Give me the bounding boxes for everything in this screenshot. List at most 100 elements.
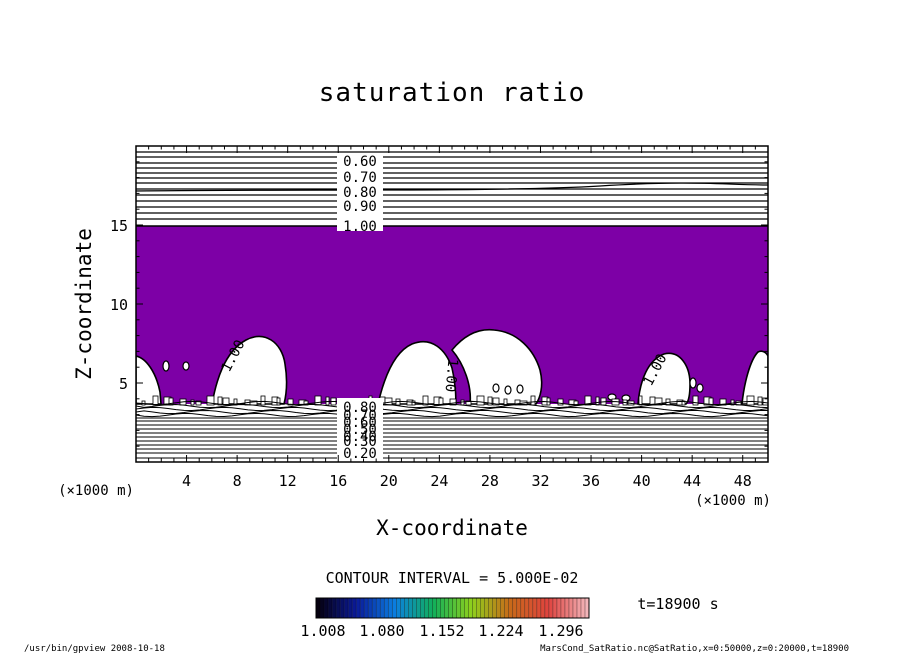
cloud-fragment (276, 397, 281, 406)
x-tick-label: 24 (430, 472, 448, 490)
cloud-blob (162, 360, 170, 372)
contour-label-box-upper (337, 153, 383, 231)
cloud-fragment (195, 400, 202, 406)
contour-label: 0.80 (343, 400, 377, 416)
colorbar-cell (492, 598, 497, 618)
x-tick-label: 48 (734, 472, 752, 490)
colorbar-cell (568, 598, 573, 618)
contour-label: 1.00 (343, 219, 377, 235)
y-tick-label: 15 (110, 217, 128, 235)
colorbar-cell (500, 598, 505, 618)
contour-label: 0.20 (343, 446, 377, 462)
x-tick-label: 16 (329, 472, 347, 490)
cloud-fragment (384, 397, 393, 406)
contour-line (136, 409, 768, 415)
contour-label: 0.60 (343, 415, 377, 431)
cloud-fragment (595, 396, 600, 406)
colorbar-cell (340, 598, 345, 618)
colorbar-cell (580, 598, 585, 618)
colorbar-cell (456, 598, 461, 618)
cloud-fragment (314, 395, 322, 406)
cloud-fragment (492, 397, 500, 406)
contour-label-box-lower (337, 398, 383, 460)
x-tick-label: 4 (182, 472, 191, 490)
cloud-fragment (206, 395, 215, 406)
colorbar-cell (544, 598, 549, 618)
cloud-fragment (638, 395, 643, 406)
colorbar-cell (388, 598, 393, 618)
colorbar-cell (320, 598, 325, 618)
cloud-blob (696, 383, 704, 393)
colorbar-cell (400, 598, 405, 618)
footer-right: MarsCond_SatRatio.nc@SatRatio,x=0:50000,… (540, 644, 849, 654)
contour-label: 0.40 (343, 429, 377, 445)
colorbar-cell (528, 598, 533, 618)
colorbar-label: 1.224 (478, 622, 523, 640)
colorbar-cell (324, 598, 329, 618)
contour-label: 0.60 (343, 154, 377, 170)
colorbar-cell (476, 598, 481, 618)
colorbar-cell (564, 598, 569, 618)
x-tick-label: 36 (582, 472, 600, 490)
colorbar-label: 1.008 (300, 622, 345, 640)
cloud-region (211, 335, 288, 405)
cloud-blob (182, 361, 190, 371)
colorbar-cell (408, 598, 413, 618)
contour-labels: 0.60 0.70 0.80 0.90 1.00 0.80 0.70 0.60 … (218, 154, 670, 462)
cloud-fragment (260, 395, 266, 406)
colorbar-cell (448, 598, 453, 618)
y-tick-label: 10 (110, 296, 128, 314)
colorbar-cell (496, 598, 501, 618)
contour-line (136, 412, 768, 418)
colorbar-cell (584, 598, 589, 618)
x-tick-label: 32 (531, 472, 549, 490)
cloud-fragment (692, 395, 699, 406)
cloud-fragment (557, 398, 564, 406)
contour-line (136, 403, 768, 409)
colorbar-cell (428, 598, 433, 618)
colorbar-cell (512, 598, 517, 618)
colorbar-stripes (315, 598, 589, 618)
x-tick-label: 20 (380, 472, 398, 490)
colorbar-cell (572, 598, 577, 618)
colorbar-cell (436, 598, 441, 618)
colorbar-cell (392, 598, 397, 618)
colorbar-cell (468, 598, 473, 618)
colorbar-cell (556, 598, 561, 618)
contour-label: 0.50 (343, 422, 377, 438)
cloud-fragment (190, 399, 195, 406)
colorbar-cell (504, 598, 509, 618)
chart-title: saturation ratio (319, 78, 585, 108)
x-unit-label: (×1000 m) (695, 493, 771, 509)
cloud-region (637, 352, 691, 405)
colorbar-cell (516, 598, 521, 618)
colorbar-cell (316, 598, 321, 618)
cloud-region (136, 355, 162, 405)
colorbar-cell (576, 598, 581, 618)
x-axis: 4 8 12 16 20 24 28 32 36 40 44 48 (135, 146, 769, 490)
contour-label: 0.90 (343, 199, 377, 215)
contour-line (136, 406, 768, 412)
colorbar-cell (460, 598, 465, 618)
colorbar-cell (464, 598, 469, 618)
cloud-fragment (757, 396, 763, 406)
upper-contour-lines (136, 151, 768, 227)
cloud-fragment (762, 397, 768, 406)
colorbar-label: 1.080 (359, 622, 404, 640)
cloud-blob (504, 385, 512, 395)
colorbar-cell (348, 598, 353, 618)
contour-label: 0.70 (343, 170, 377, 186)
colorbar-cell (444, 598, 449, 618)
cloud-blob (492, 383, 500, 393)
lower-contour-lines (136, 400, 768, 459)
colorbar-cell (404, 598, 409, 618)
colorbar-cell (552, 598, 557, 618)
colorbar-label: 1.152 (419, 622, 464, 640)
cloud-fragment (222, 397, 230, 406)
colorbar-cell (472, 598, 477, 618)
cloud-fragment (217, 396, 223, 406)
colorbar-label: 1.296 (538, 622, 583, 640)
x-tick-label: 8 (233, 472, 242, 490)
x-axis-label: X-coordinate (376, 516, 528, 540)
